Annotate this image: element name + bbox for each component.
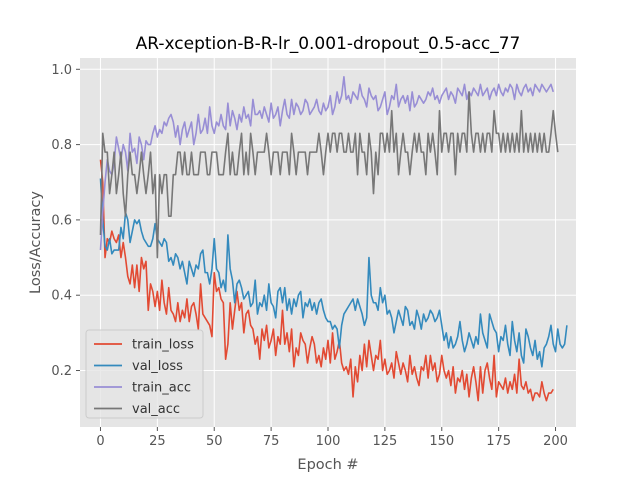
legend-label-train_loss: train_loss	[132, 338, 194, 353]
y-tick-label: 0.8	[51, 138, 72, 153]
legend-label-train_acc: train_acc	[132, 381, 191, 396]
y-tick-label: 0.4	[51, 289, 72, 304]
y-tick-label: 0.6	[51, 213, 72, 228]
y-axis-label: Loss/Accuracy	[28, 191, 44, 294]
x-tick-label: 25	[149, 434, 166, 449]
x-tick-label: 0	[96, 434, 104, 449]
series-line-val_acc	[99, 91, 559, 259]
x-tick-label: 175	[486, 434, 511, 449]
x-tick-label: 75	[263, 434, 280, 449]
x-axis-label: Epoch #	[297, 457, 358, 473]
series-line-val_loss	[99, 178, 568, 368]
legend: train_loss val_loss train_acc val_acc	[85, 329, 204, 419]
x-tick-label: 150	[429, 434, 454, 449]
y-tick-label: 0.2	[51, 364, 72, 379]
series-line-train_loss	[99, 159, 554, 402]
x-tick-label: 125	[372, 434, 397, 449]
legend-box	[85, 329, 204, 419]
legend-label-val_loss: val_loss	[132, 359, 183, 374]
x-tick-label: 100	[316, 434, 341, 449]
y-axis-ticks: 0.2 0.4 0.6 0.8 1.0	[51, 63, 80, 379]
series-lines	[99, 76, 568, 402]
x-tick-label: 200	[543, 434, 568, 449]
legend-label-val_acc: val_acc	[132, 402, 180, 417]
y-tick-label: 1.0	[51, 63, 72, 78]
chart-title: AR-xception-B-R-lr_0.001-dropout_0.5-acc…	[136, 34, 521, 54]
x-tick-label: 50	[206, 434, 223, 449]
x-axis-ticks: 0 25 50 75 100 125 150 175 200	[96, 427, 568, 449]
series-line-train_acc	[99, 76, 555, 251]
